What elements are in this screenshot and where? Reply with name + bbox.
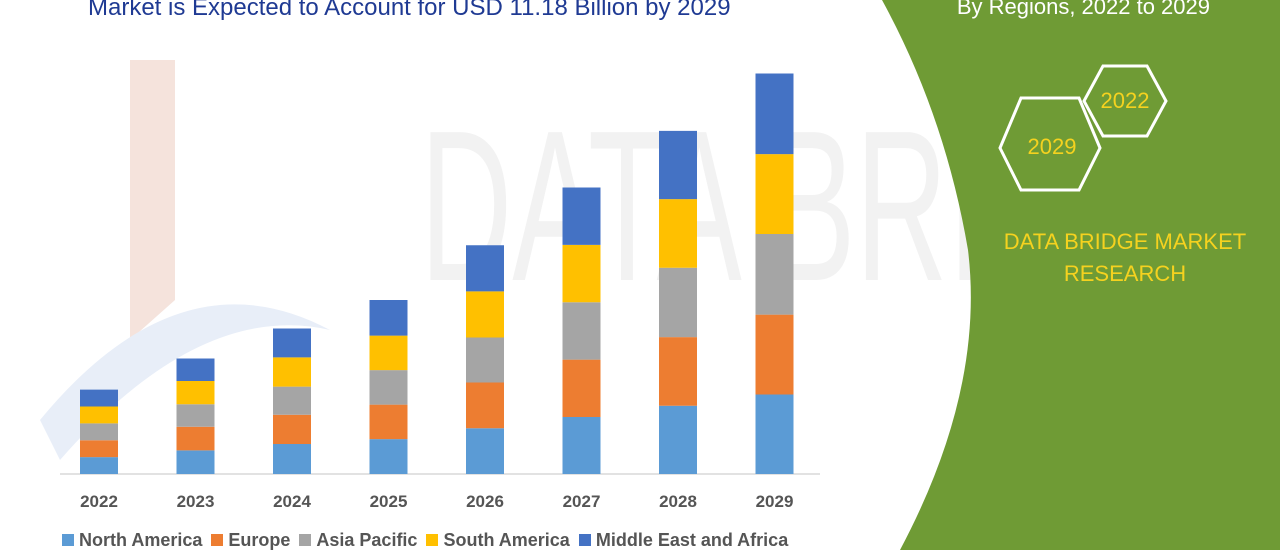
brand-name: DATA BRIDGE MARKET RESEARCH xyxy=(990,226,1260,290)
bar-2026-middle-east-and-africa xyxy=(466,245,504,292)
bar-2023-middle-east-and-africa xyxy=(176,358,215,381)
legend-item: Middle East and Africa xyxy=(578,529,789,551)
bar-2026-asia-pacific xyxy=(466,337,504,383)
bar-2023-europe xyxy=(176,426,215,451)
hexagon-2022-icon xyxy=(1082,64,1168,138)
bar-2024-middle-east-and-africa xyxy=(273,328,311,358)
hex-label-2022: 2022 xyxy=(1100,88,1150,113)
x-tick-label: 2029 xyxy=(756,492,794,511)
brand-line-1: DATA BRIDGE MARKET xyxy=(1003,229,1247,254)
bar-2029-middle-east-and-africa xyxy=(755,73,794,155)
chart-subtitle: By Regions, 2022 to 2029 xyxy=(956,0,1210,19)
legend-swatch xyxy=(299,534,312,546)
brand-line-2: RESEARCH xyxy=(1063,261,1187,286)
bar-2023-south-america xyxy=(176,381,215,405)
x-tick-label: 2023 xyxy=(177,492,215,511)
bar-2029-europe xyxy=(755,314,794,395)
legend-swatch xyxy=(578,534,591,546)
x-tick-label: 2022 xyxy=(80,492,118,511)
legend-item: North America xyxy=(62,530,202,551)
bar-2029-north-america xyxy=(755,394,794,474)
bar-2022-north-america xyxy=(80,457,118,474)
bar-2025-asia-pacific xyxy=(369,370,408,405)
x-tick-label: 2025 xyxy=(370,492,408,511)
legend-item: Asia Pacific xyxy=(299,530,417,551)
legend-label: Asia Pacific xyxy=(316,529,418,550)
bar-2022-europe xyxy=(80,440,118,458)
chart-title: Market is Expected to Account for USD 11… xyxy=(88,0,731,21)
legend-label: Middle East and Africa xyxy=(595,529,789,550)
bar-2026-south-america xyxy=(466,291,504,338)
bar-2022-asia-pacific xyxy=(80,423,118,441)
legend-swatch xyxy=(426,534,439,546)
bar-2028-south-america xyxy=(659,199,697,268)
bar-2029-asia-pacific xyxy=(755,234,794,315)
x-tick-labels: 2022 2023 2024 2025 2026 2027 2028 2029 xyxy=(80,492,793,511)
bar-2024-north-america xyxy=(273,444,311,474)
bar-2027-asia-pacific xyxy=(562,302,601,360)
legend-swatch xyxy=(62,534,74,546)
x-tick-label: 2027 xyxy=(563,492,601,511)
bar-2027-middle-east-and-africa xyxy=(562,187,601,245)
hexagon-2029-icon xyxy=(998,96,1102,192)
hex-label-2029: 2029 xyxy=(1027,134,1077,159)
bar-2025-north-america xyxy=(369,439,408,474)
legend-item: Europe xyxy=(211,530,290,551)
watermark-logo-icon xyxy=(130,60,175,340)
bar-2027-north-america xyxy=(562,417,601,474)
legend-label: North America xyxy=(79,529,203,550)
watermark-swoosh-icon xyxy=(40,304,330,460)
legend: North America Europe Asia Pacific South Ame… xyxy=(62,529,797,551)
bar-2025-middle-east-and-africa xyxy=(369,300,408,336)
bar-2027-south-america xyxy=(562,244,601,303)
legend-item: South America xyxy=(426,529,570,551)
bar-2028-europe xyxy=(659,337,697,406)
bar-2026-europe xyxy=(466,382,504,429)
bar-2025-south-america xyxy=(369,335,408,371)
green-panel xyxy=(882,0,1280,550)
bar-2025-europe xyxy=(369,404,408,440)
bars-group xyxy=(80,73,794,474)
bar-2023-asia-pacific xyxy=(176,404,215,427)
bar-2022-south-america xyxy=(80,406,118,424)
bar-2028-middle-east-and-africa xyxy=(659,130,697,200)
bar-2024-europe xyxy=(273,414,311,444)
bar-2024-south-america xyxy=(273,357,311,387)
x-tick-label: 2024 xyxy=(273,492,311,511)
bar-2029-south-america xyxy=(755,154,794,234)
bar-2028-north-america xyxy=(659,405,697,474)
bar-2023-north-america xyxy=(176,450,215,474)
bar-2022-middle-east-and-africa xyxy=(80,389,118,407)
x-tick-label: 2028 xyxy=(659,492,697,511)
legend-label: Europe xyxy=(228,529,291,550)
legend-label: South America xyxy=(443,529,570,550)
bar-2027-europe xyxy=(562,359,601,417)
bar-2024-asia-pacific xyxy=(273,386,311,415)
legend-swatch xyxy=(211,534,224,546)
bar-2028-asia-pacific xyxy=(659,267,697,338)
x-tick-label: 2026 xyxy=(466,492,504,511)
bar-2026-north-america xyxy=(466,428,504,474)
